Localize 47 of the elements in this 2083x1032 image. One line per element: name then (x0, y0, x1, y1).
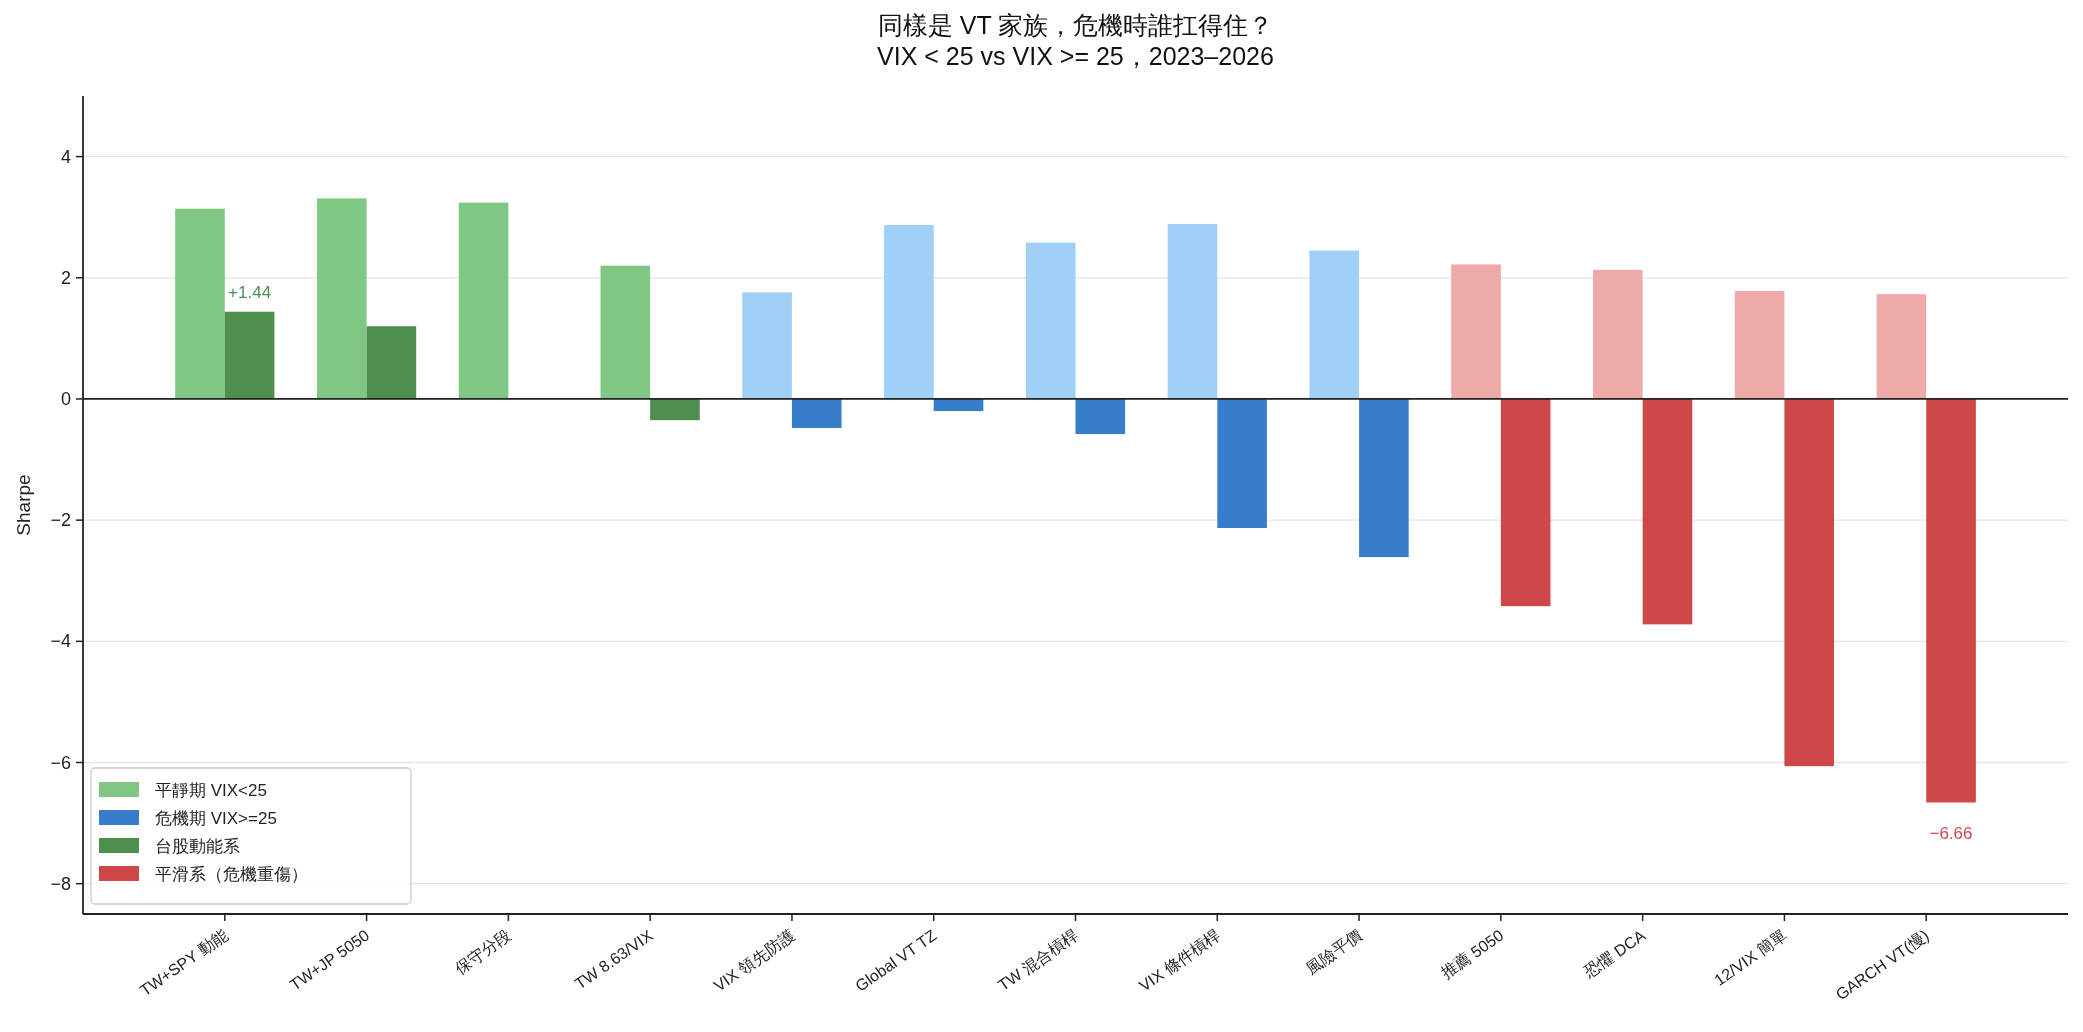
bar (1075, 398, 1126, 435)
bar (1451, 264, 1501, 399)
legend-label: 平滑系（危機重傷） (155, 865, 308, 884)
y-axis-title: Sharpe (13, 474, 34, 536)
x-tick-label: 保守分段 (451, 926, 515, 978)
bar (1876, 294, 1927, 399)
x-tick-label: 恐懼 DCA (1580, 926, 1649, 982)
bar (1025, 242, 1076, 399)
bar (224, 311, 275, 399)
bar (791, 398, 842, 429)
bar (1359, 398, 1409, 558)
bar (1500, 398, 1551, 607)
bar (1734, 291, 1785, 399)
y-tick-label: −2 (50, 510, 71, 531)
y-tick-label: 4 (60, 146, 71, 167)
bar (884, 225, 934, 399)
bar (1784, 398, 1835, 767)
bar (316, 198, 367, 399)
bar (600, 265, 651, 399)
bar (1926, 398, 1976, 803)
bar (1642, 398, 1693, 625)
legend-label: 台股動能系 (155, 837, 240, 856)
bar (933, 398, 984, 412)
y-tick-label: −6 (50, 752, 71, 773)
legend-label: 危機期 VIX>=25 (155, 809, 277, 828)
chart-title: 同樣是 VT 家族，危機時誰扛得住？ VIX < 25 vs VIX >= 25，2023–2026 (877, 11, 1274, 70)
bar (1167, 223, 1218, 399)
x-tick-label: 風險平價 (1302, 926, 1365, 978)
bar (175, 208, 225, 399)
y-tick-label: −8 (50, 873, 71, 894)
bar (742, 292, 792, 399)
data-label: +1.44 (228, 282, 272, 302)
legend-label: 平靜期 VIX<25 (155, 781, 267, 800)
bar (458, 202, 509, 399)
x-tick-label: VIX 條件槓桿 (1136, 926, 1224, 995)
y-tick-label: 2 (60, 267, 71, 288)
bar (1217, 398, 1267, 529)
x-tick-label: 推薦 5050 (1437, 926, 1507, 982)
x-tick-label: VIX 領先防護 (710, 926, 798, 995)
bar (650, 398, 700, 421)
bar (1309, 250, 1360, 399)
bar (366, 326, 417, 399)
y-tick-label: −4 (50, 631, 71, 652)
bar (1593, 269, 1643, 399)
data-label: −6.66 (1929, 823, 1973, 843)
y-tick-label: 0 (60, 388, 71, 409)
x-tick-label: TW 混合槓桿 (995, 926, 1082, 994)
